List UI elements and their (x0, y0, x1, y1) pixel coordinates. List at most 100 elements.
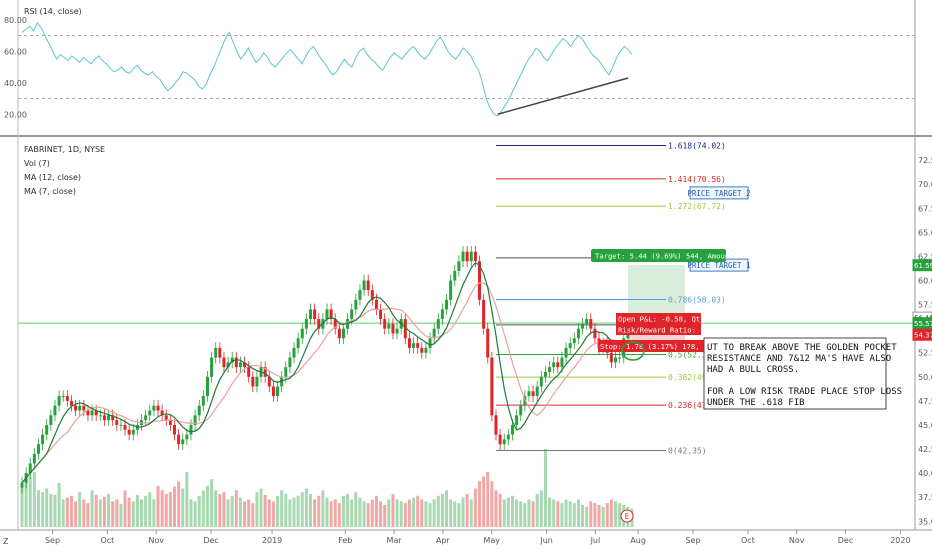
rsi-tick-label: 20.00 (4, 110, 27, 119)
candle-body (506, 434, 510, 440)
rsi-title: RSI (14, close) (24, 7, 82, 16)
time-axis[interactable]: Sep Oct Nov Dec 2019 Feb Mar Apr May Jun Jul Aug Sep… (45, 530, 911, 545)
candle-body (609, 352, 613, 363)
volume-bar (469, 499, 473, 527)
volume-bar (420, 499, 424, 527)
candle-body (568, 343, 572, 348)
volume-bar (292, 497, 296, 527)
volume-bar (131, 501, 135, 527)
candle-body (329, 309, 333, 320)
volume-bar (445, 490, 449, 527)
rsi-panel[interactable]: RSI (14, close) 80.00 60.00 40.00 20.00 (4, 7, 915, 119)
volume-bar (618, 503, 622, 527)
target-label[interactable]: Target: 5.44 (9.69%) 544, Amount: 1761.6 (591, 249, 768, 262)
candle-body (325, 309, 329, 320)
candle-body (276, 386, 280, 397)
candle-body (86, 410, 90, 416)
candle-body (469, 251, 473, 262)
volume-bar (255, 492, 259, 527)
candle-body (49, 415, 53, 425)
volume-bar (531, 501, 535, 527)
volume-bar (276, 495, 280, 527)
candle-body (177, 434, 181, 445)
time-tick-label: Oct (100, 536, 114, 545)
candle-body (189, 424, 193, 435)
candle-body (45, 424, 49, 435)
volume-bar (181, 488, 185, 527)
candle-body (490, 357, 494, 416)
volume-bar (111, 501, 115, 527)
note-box[interactable]: UT TO BREAK ABOVE THE GOLDEN POCKET RESI… (703, 337, 902, 410)
volume-bar (94, 494, 98, 527)
candle-body (160, 410, 164, 416)
candle-body (263, 367, 267, 377)
candle-body (123, 424, 127, 430)
candle-body (107, 415, 111, 421)
price-y-axis: 72.5070.0067.5065.0062.5060.0057.5055.00… (918, 156, 932, 526)
volume-bar (416, 495, 420, 527)
candle-body (41, 434, 45, 445)
candle-body (267, 376, 271, 387)
volume-bar (465, 493, 469, 527)
volume-bar (453, 501, 457, 527)
candle-body (379, 309, 383, 320)
price-tick-label: 60.00 (918, 277, 932, 286)
candle-body (255, 376, 259, 387)
volume-bar (399, 501, 403, 527)
price-tick-label: 72.50 (918, 156, 932, 165)
price-target-2[interactable]: PRICE TARGET 2 (687, 186, 751, 200)
volume-bar (173, 486, 176, 527)
volume-bar (449, 499, 453, 527)
volume-bar (515, 499, 519, 527)
price-tick-label: 65.00 (918, 228, 932, 237)
candle-body (548, 367, 552, 372)
volume-bar (45, 488, 49, 527)
earnings-marker[interactable]: E (620, 509, 634, 523)
volume-bar (436, 495, 440, 527)
main-panel[interactable]: FABRINET, 1D, NYSE Vol (7) MA (12, close… (18, 142, 932, 527)
price-badge-label: 54.37 (914, 332, 932, 340)
time-tick-label: 2019 (262, 536, 282, 545)
volume-bar (304, 488, 308, 527)
candle-body (420, 347, 424, 353)
candle-body (222, 357, 226, 368)
volume-bar (251, 503, 255, 527)
candle-body (57, 396, 61, 406)
volume-bar (20, 485, 24, 527)
rsi-trendline[interactable] (497, 77, 629, 115)
candle-body (230, 357, 234, 363)
candle-body (226, 362, 230, 368)
candle-body (473, 251, 477, 262)
volume-bar (78, 492, 82, 527)
candle-body (341, 328, 345, 339)
fib-level-label: 1.272(67.72) (668, 202, 726, 211)
volume-bar (86, 503, 90, 527)
volume-bar (391, 493, 395, 527)
volume-bar (597, 504, 601, 527)
zoom-icon[interactable]: Z (3, 537, 9, 546)
volume-bar (238, 497, 242, 527)
candle-body (387, 323, 391, 329)
candle-body (428, 338, 432, 348)
volume-bar (350, 499, 354, 527)
price-tick-label: 42.50 (918, 445, 932, 454)
volume-bar (543, 449, 547, 527)
volume-bar (61, 499, 65, 527)
candle-body (61, 396, 65, 398)
candle-body (502, 439, 506, 445)
candle-body (90, 410, 94, 416)
volume-bar (333, 499, 337, 527)
time-tick-label: May (483, 536, 500, 545)
volume-bar (69, 495, 73, 527)
candle-body (531, 391, 535, 397)
volume-bar (556, 501, 560, 527)
candle-body (102, 415, 106, 421)
volume-bar (259, 488, 263, 527)
volume-bar (135, 494, 139, 527)
price-target-2-box (689, 186, 749, 200)
candle-body (581, 323, 585, 329)
candle-body (193, 415, 197, 425)
volume-bar (177, 481, 181, 527)
